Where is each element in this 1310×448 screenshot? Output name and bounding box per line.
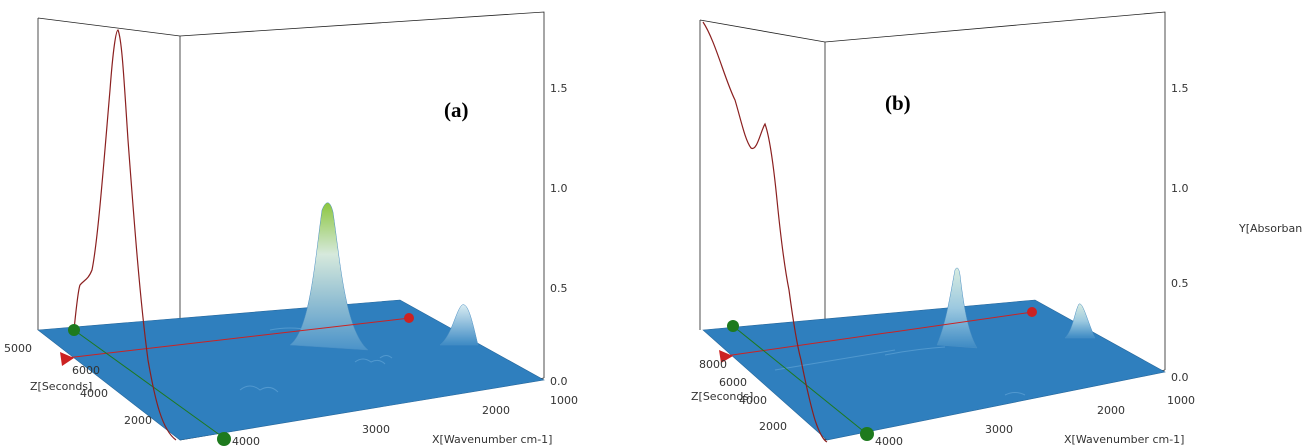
surface-peak-main — [936, 267, 978, 349]
cursor-line-red — [65, 317, 411, 359]
marker-red-right — [404, 313, 414, 323]
z-tick: 2000 — [759, 420, 787, 433]
y-tick: 1.5 — [1171, 82, 1189, 95]
panel-label-a: (a) — [444, 98, 469, 122]
x-tick: 3000 — [985, 423, 1013, 436]
x-tick: 4000 — [875, 435, 903, 448]
z-axis-title: Z[Seconds] — [30, 380, 92, 393]
x-axis-ticks: 4000 3000 2000 1000 — [232, 394, 578, 448]
y-axis-title: Y[Absorban — [1239, 222, 1303, 235]
surface-ridges — [774, 346, 1026, 396]
marker-green-bottom — [217, 432, 231, 446]
y-tick: 1.5 — [550, 82, 568, 95]
y-tick: 0.0 — [550, 375, 568, 388]
y-tick: 1.0 — [1171, 182, 1189, 195]
chart-panel-b: 0.0 0.5 1.0 1.5 4000 3000 2000 1000 X[Wa… — [655, 0, 1310, 448]
z-tick: 6000 — [719, 376, 747, 389]
surface-peak-secondary — [439, 304, 479, 346]
y-tick: 0.0 — [1171, 371, 1189, 384]
marker-red-left — [719, 350, 733, 363]
panel-label-b: (b) — [885, 91, 911, 115]
z-axis-ticks: 8000 6000 4000 2000 — [699, 358, 787, 433]
y-axis-ticks: 0.0 0.5 1.0 1.5 — [1171, 82, 1189, 384]
x-tick: 1000 — [1167, 394, 1195, 407]
x-tick: 3000 — [362, 423, 390, 436]
spectrum-trace — [73, 29, 177, 441]
spectrum-trace — [702, 21, 828, 443]
z-axis-title: Z[Seconds] — [691, 390, 753, 403]
x-tick: 2000 — [482, 404, 510, 417]
surface-floor — [702, 299, 1166, 441]
surface-floor — [37, 299, 545, 441]
marker-green-bottom — [860, 427, 874, 441]
marker-red-right — [1027, 307, 1037, 317]
chart-panel-a: 0.0 0.5 1.0 1.5 4000 3000 2000 1000 X[Wa… — [0, 0, 650, 448]
z-tick: 4000 — [739, 394, 767, 407]
surface-plot-b: 0.0 0.5 1.0 1.5 4000 3000 2000 1000 X[Wa… — [691, 11, 1195, 448]
z-tick: 6000 — [72, 364, 100, 377]
z-axis-ticks: 6000 4000 2000 — [72, 364, 152, 427]
cursor-line-red — [724, 311, 1034, 357]
cursor-line-green — [73, 329, 225, 439]
z-tick-clipped: 5000 — [4, 342, 32, 355]
surface-peak-secondary — [1064, 303, 1096, 339]
marker-green-top — [727, 320, 739, 332]
x-tick: 2000 — [1097, 404, 1125, 417]
marker-red-left — [60, 352, 74, 366]
y-tick: 0.5 — [1171, 277, 1189, 290]
surface-peak-main — [289, 202, 369, 351]
z-tick: 4000 — [80, 387, 108, 400]
y-axis-ticks: 0.0 0.5 1.0 1.5 — [550, 82, 568, 388]
x-axis-title: X[Wavenumber cm-1] — [1064, 433, 1184, 446]
z-tick: 8000 — [699, 358, 727, 371]
x-tick: 4000 — [232, 435, 260, 448]
surface-plot-a: 0.0 0.5 1.0 1.5 4000 3000 2000 1000 X[Wa… — [4, 11, 578, 448]
y-tick: 0.5 — [550, 282, 568, 295]
marker-green-top — [68, 324, 80, 336]
z-tick: 2000 — [124, 414, 152, 427]
x-axis-title: X[Wavenumber cm-1] — [432, 433, 552, 446]
x-axis-ticks: 4000 3000 2000 1000 — [875, 394, 1195, 448]
cursor-line-green — [732, 325, 868, 435]
y-tick: 1.0 — [550, 182, 568, 195]
x-tick: 1000 — [550, 394, 578, 407]
